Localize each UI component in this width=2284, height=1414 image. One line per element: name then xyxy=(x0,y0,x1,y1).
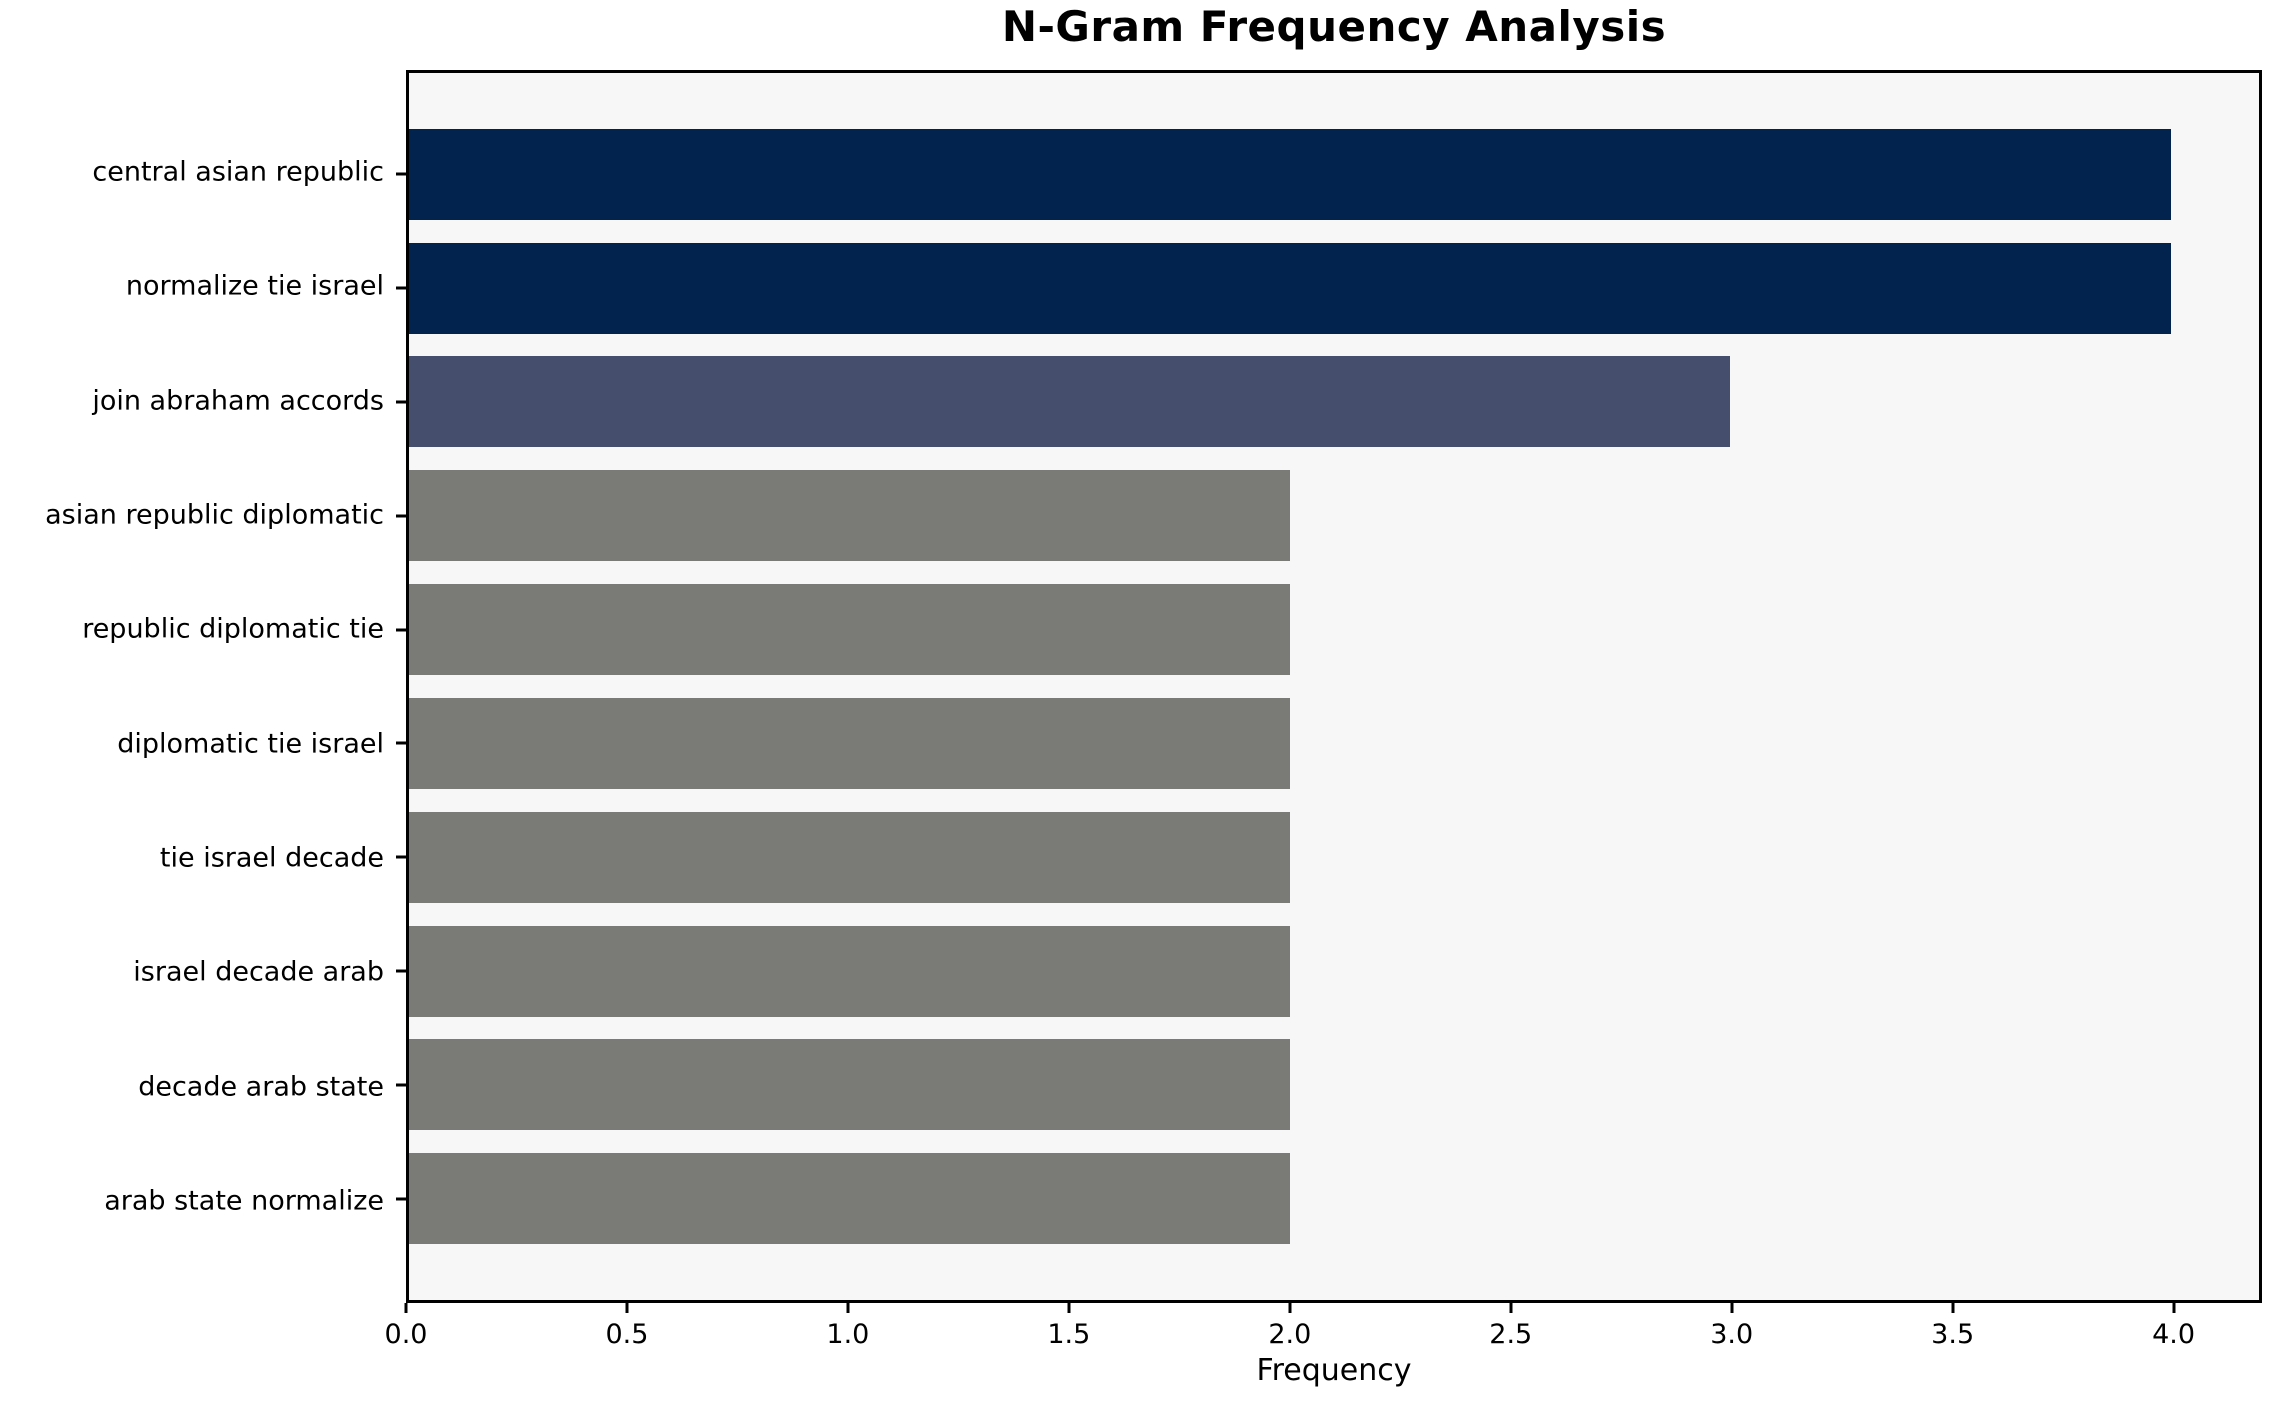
y-tick-label: join abraham accords xyxy=(92,385,384,417)
y-tick-mark xyxy=(396,741,406,745)
bar-israel-decade-arab xyxy=(409,925,1290,1017)
bar-diplomatic-tie-israel xyxy=(409,697,1290,789)
x-tick-label: 4.0 xyxy=(2152,1319,2196,1350)
x-tick-label: 0.0 xyxy=(384,1319,428,1350)
y-tick-mark xyxy=(396,969,406,973)
x-tick-mark xyxy=(404,1303,408,1313)
y-tick-label: normalize tie israel xyxy=(125,270,384,302)
x-tick-label: 3.0 xyxy=(1710,1319,1754,1350)
y-tick-mark xyxy=(396,1083,406,1087)
x-axis-label: Frequency xyxy=(1256,1353,1412,1388)
y-tick-label: diplomatic tie israel xyxy=(117,728,384,760)
y-axis-labels: central asian republic normalize tie isra… xyxy=(0,70,384,1303)
y-tick-label: central asian republic xyxy=(92,156,384,188)
y-tick-label: israel decade arab xyxy=(133,956,384,988)
y-tick-mark xyxy=(396,172,406,176)
bar-join-abraham-accords xyxy=(409,356,1731,448)
x-tick-mark xyxy=(1288,1303,1292,1313)
y-tick-mark xyxy=(396,514,406,518)
x-tick-mark xyxy=(1730,1303,1734,1313)
y-tick-label: republic diplomatic tie xyxy=(82,613,384,645)
x-tick-label: 1.5 xyxy=(1047,1319,1091,1350)
x-tick-mark xyxy=(2172,1303,2176,1313)
bar-republic-diplomatic-tie xyxy=(409,584,1290,676)
chart-title: N-Gram Frequency Analysis xyxy=(1001,2,1667,51)
x-tick-mark xyxy=(846,1303,850,1313)
bar-normalize-tie-israel xyxy=(409,242,2171,334)
y-tick-mark xyxy=(396,628,406,632)
bar-central-asian-republic xyxy=(409,128,2171,220)
y-tick-mark xyxy=(396,855,406,859)
bar-asian-republic-diplomatic xyxy=(409,470,1290,562)
y-tick-mark xyxy=(396,286,406,290)
y-tick-mark xyxy=(396,1197,406,1201)
plot-area xyxy=(396,70,2262,1303)
x-tick-mark xyxy=(1509,1303,1513,1313)
x-tick-mark xyxy=(1951,1303,1955,1313)
y-tick-mark xyxy=(396,400,406,404)
x-tick-label: 3.5 xyxy=(1931,1319,1975,1350)
x-tick-label: 1.0 xyxy=(826,1319,870,1350)
x-tick-label: 2.0 xyxy=(1268,1319,1312,1350)
y-tick-label: arab state normalize xyxy=(104,1185,384,1217)
y-tick-label: tie israel decade xyxy=(159,842,384,874)
x-tick-label: 2.5 xyxy=(1489,1319,1533,1350)
x-tick-mark xyxy=(625,1303,629,1313)
y-tick-label: decade arab state xyxy=(138,1071,384,1103)
x-tick-label: 0.5 xyxy=(605,1319,649,1350)
x-tick-mark xyxy=(1067,1303,1071,1313)
bar-tie-israel-decade xyxy=(409,811,1290,903)
bar-decade-arab-state xyxy=(409,1039,1290,1131)
x-axis: 0.0 0.5 1.0 1.5 2.0 2.5 3.0 3.5 4.0 xyxy=(385,1303,2262,1413)
y-tick-label: asian republic diplomatic xyxy=(45,499,384,531)
bar-arab-state-normalize xyxy=(409,1153,1290,1245)
